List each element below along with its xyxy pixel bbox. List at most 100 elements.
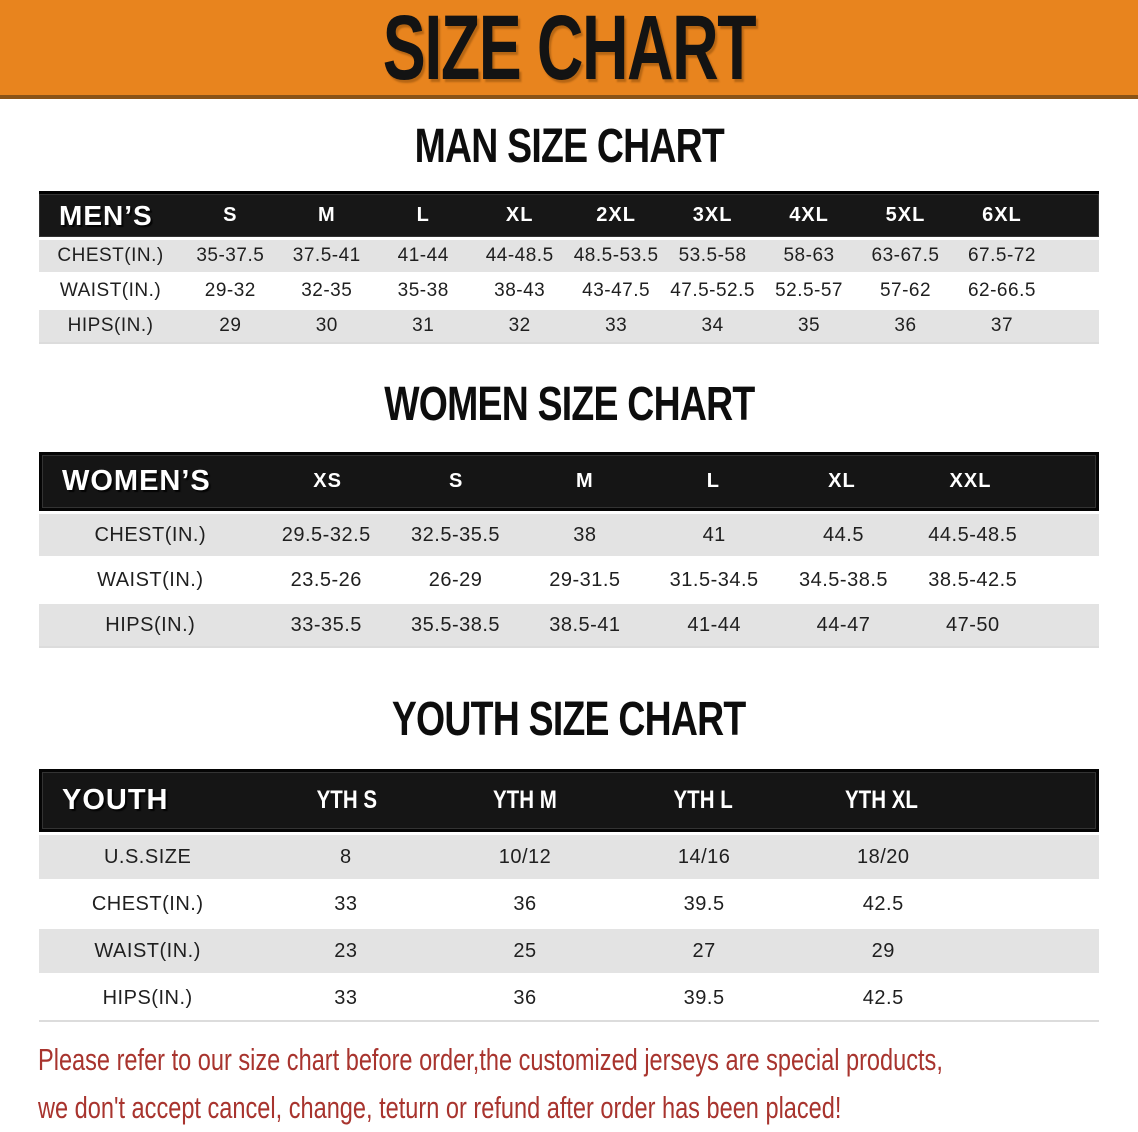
size-column-header: S — [182, 204, 278, 227]
table-row: WAIST(IN.) 23.5-26 26-29 29-31.5 31.5-34.5 34… — [39, 559, 1099, 601]
size-column-header: L — [375, 204, 471, 227]
size-column-header: XL — [471, 204, 567, 227]
men-size-table: MEN’S S M L XL 2XL 3XL 4XL 5XL 6XL CHEST(IN.) 35-37… — [39, 191, 1099, 344]
size-value-cell: 29.5-32.5 — [281, 523, 371, 546]
table-row: U.S.SIZE 8 10/12 14/16 18/20 — [39, 835, 1099, 879]
men-table-header-row: MEN’S S M L XL 2XL 3XL 4XL 5XL 6XL — [39, 191, 1099, 237]
youth-table-header-row: YOUTH YTH S YTH M YTH L YTH XL — [39, 769, 1099, 832]
size-column-header: YTH S — [258, 786, 436, 815]
table-row: CHEST(IN.) 33 36 39.5 42.5 — [39, 882, 1099, 926]
size-value-cell: 23 — [334, 939, 358, 962]
size-column-header-text: 6XL — [982, 204, 1022, 226]
size-column-header: M — [520, 470, 649, 493]
size-value-cell: 48.5-53.5 — [573, 245, 659, 266]
size-column-header-text: 3XL — [692, 204, 733, 226]
size-column-header-text: 5XL — [885, 204, 926, 226]
size-column-header-text: XXL — [949, 470, 992, 492]
size-chart-sections: MAN SIZE CHART MEN’S S M L XL 2XL 3XL 4XL 5XL 6XL C… — [0, 122, 1138, 1022]
size-value-cell: 37.5-41 — [292, 245, 361, 266]
size-column-header-text: M — [575, 470, 594, 492]
row-label: HIPS(IN.) — [105, 613, 196, 636]
row-label: CHEST(IN.) — [57, 245, 164, 266]
size-column-header: XS — [263, 470, 392, 493]
row-label: U.S.SIZE — [103, 845, 192, 868]
women-section-heading: WOMEN SIZE CHART — [0, 380, 1138, 430]
size-column-header-text: S — [223, 204, 238, 226]
size-value-cell: 14/16 — [677, 845, 731, 868]
size-value-cell: 63-67.5 — [871, 245, 940, 266]
size-column-header: M — [279, 204, 375, 227]
row-label: CHEST(IN.) — [94, 523, 207, 546]
size-value-cell: 41 — [702, 523, 726, 546]
size-value-cell: 36 — [894, 315, 917, 336]
table-row: HIPS(IN.) 33 36 39.5 42.5 — [39, 976, 1099, 1020]
size-value-cell: 31.5-34.5 — [669, 568, 759, 591]
women-table-header-row: WOMEN’S XS S M L XL XXL — [39, 452, 1099, 511]
size-value-cell: 41-44 — [687, 613, 742, 636]
size-value-cell: 44.5 — [823, 523, 864, 546]
size-column-header: 5XL — [857, 204, 953, 227]
men-section: MAN SIZE CHART MEN’S S M L XL 2XL 3XL 4XL 5XL 6XL C… — [0, 122, 1138, 344]
size-value-cell: 25 — [513, 939, 537, 962]
size-value-cell: 44.5-48.5 — [928, 523, 1018, 546]
size-value-cell: 32-35 — [301, 280, 353, 301]
size-value-cell: 58-63 — [783, 245, 835, 266]
size-value-cell: 38-43 — [494, 280, 546, 301]
size-column-header: YTH M — [436, 786, 614, 815]
size-value-cell: 33 — [334, 986, 358, 1009]
men-section-heading: MAN SIZE CHART — [0, 122, 1138, 172]
size-column-header-text: L — [416, 204, 430, 226]
size-column-header: 6XL — [954, 204, 1050, 227]
row-label: CHEST(IN.) — [91, 892, 204, 915]
size-column-header-text: YTH M — [493, 786, 558, 814]
table-row: CHEST(IN.) 29.5-32.5 32.5-35.5 38 41 44.5 44.5… — [39, 514, 1099, 556]
size-value-cell: 23.5-26 — [290, 568, 362, 591]
size-value-cell: 10/12 — [498, 845, 552, 868]
table-row: HIPS(IN.) 33-35.5 35.5-38.5 38.5-41 41-44 44-… — [39, 604, 1099, 646]
size-value-cell: 44-48.5 — [485, 245, 554, 266]
size-column-header-text: YTH S — [316, 786, 378, 814]
size-value-cell: 39.5 — [683, 892, 725, 915]
size-value-cell: 35.5-38.5 — [411, 613, 501, 636]
size-column-header-text: M — [317, 204, 336, 226]
youth-size-table: YOUTH YTH S YTH M YTH L YTH XL U.S.SIZE 8 10/12… — [39, 769, 1099, 1022]
size-column-header: 2XL — [568, 204, 664, 227]
footer-note-line-1: Please refer to our size chart before or… — [38, 1042, 943, 1077]
size-value-cell: 36 — [513, 986, 537, 1009]
size-value-cell: 26-29 — [428, 568, 483, 591]
size-value-cell: 35-38 — [397, 280, 449, 301]
size-value-cell: 33 — [605, 315, 628, 336]
youth-section-heading: YOUTH SIZE CHART — [0, 695, 1138, 745]
women-table-title: WOMEN’S — [62, 465, 211, 497]
size-column-header-text: L — [706, 470, 720, 492]
size-value-cell: 8 — [340, 845, 352, 868]
size-value-cell: 47.5-52.5 — [670, 280, 755, 301]
size-value-cell: 43-47.5 — [582, 280, 651, 301]
table-row: WAIST(IN.) 23 25 27 29 — [39, 929, 1099, 973]
size-column-header: L — [649, 470, 778, 493]
size-column-header-text: XL — [828, 470, 856, 492]
size-column-header-text: YTH XL — [845, 786, 918, 814]
size-column-header: YTH L — [614, 786, 792, 815]
row-label: HIPS(IN.) — [102, 986, 193, 1009]
size-value-cell: 33 — [334, 892, 358, 915]
size-value-cell: 29 — [219, 315, 242, 336]
size-value-cell: 34.5-38.5 — [798, 568, 888, 591]
size-value-cell: 38 — [573, 523, 597, 546]
size-value-cell: 52.5-57 — [775, 280, 844, 301]
size-column-header: XXL — [906, 470, 1035, 493]
size-value-cell: 35 — [797, 315, 821, 336]
banner-title: SIZE CHART — [382, 0, 757, 99]
size-column-header: YTH XL — [792, 786, 970, 815]
size-value-cell: 32 — [508, 315, 531, 336]
size-value-cell: 67.5-72 — [967, 245, 1036, 266]
size-value-cell: 32.5-35.5 — [411, 523, 501, 546]
table-row: CHEST(IN.) 35-37.5 37.5-41 41-44 44-48.5 48.5… — [39, 240, 1099, 272]
size-value-cell: 33-35.5 — [290, 613, 362, 636]
footer-note: Please refer to our size chart before or… — [0, 1036, 1138, 1132]
footer-note-line-2: we don't accept cancel, change, teturn o… — [38, 1090, 842, 1125]
row-label: WAIST(IN.) — [59, 280, 162, 301]
women-section-heading-text: WOMEN SIZE CHART — [383, 378, 755, 431]
size-value-cell: 44-47 — [816, 613, 871, 636]
